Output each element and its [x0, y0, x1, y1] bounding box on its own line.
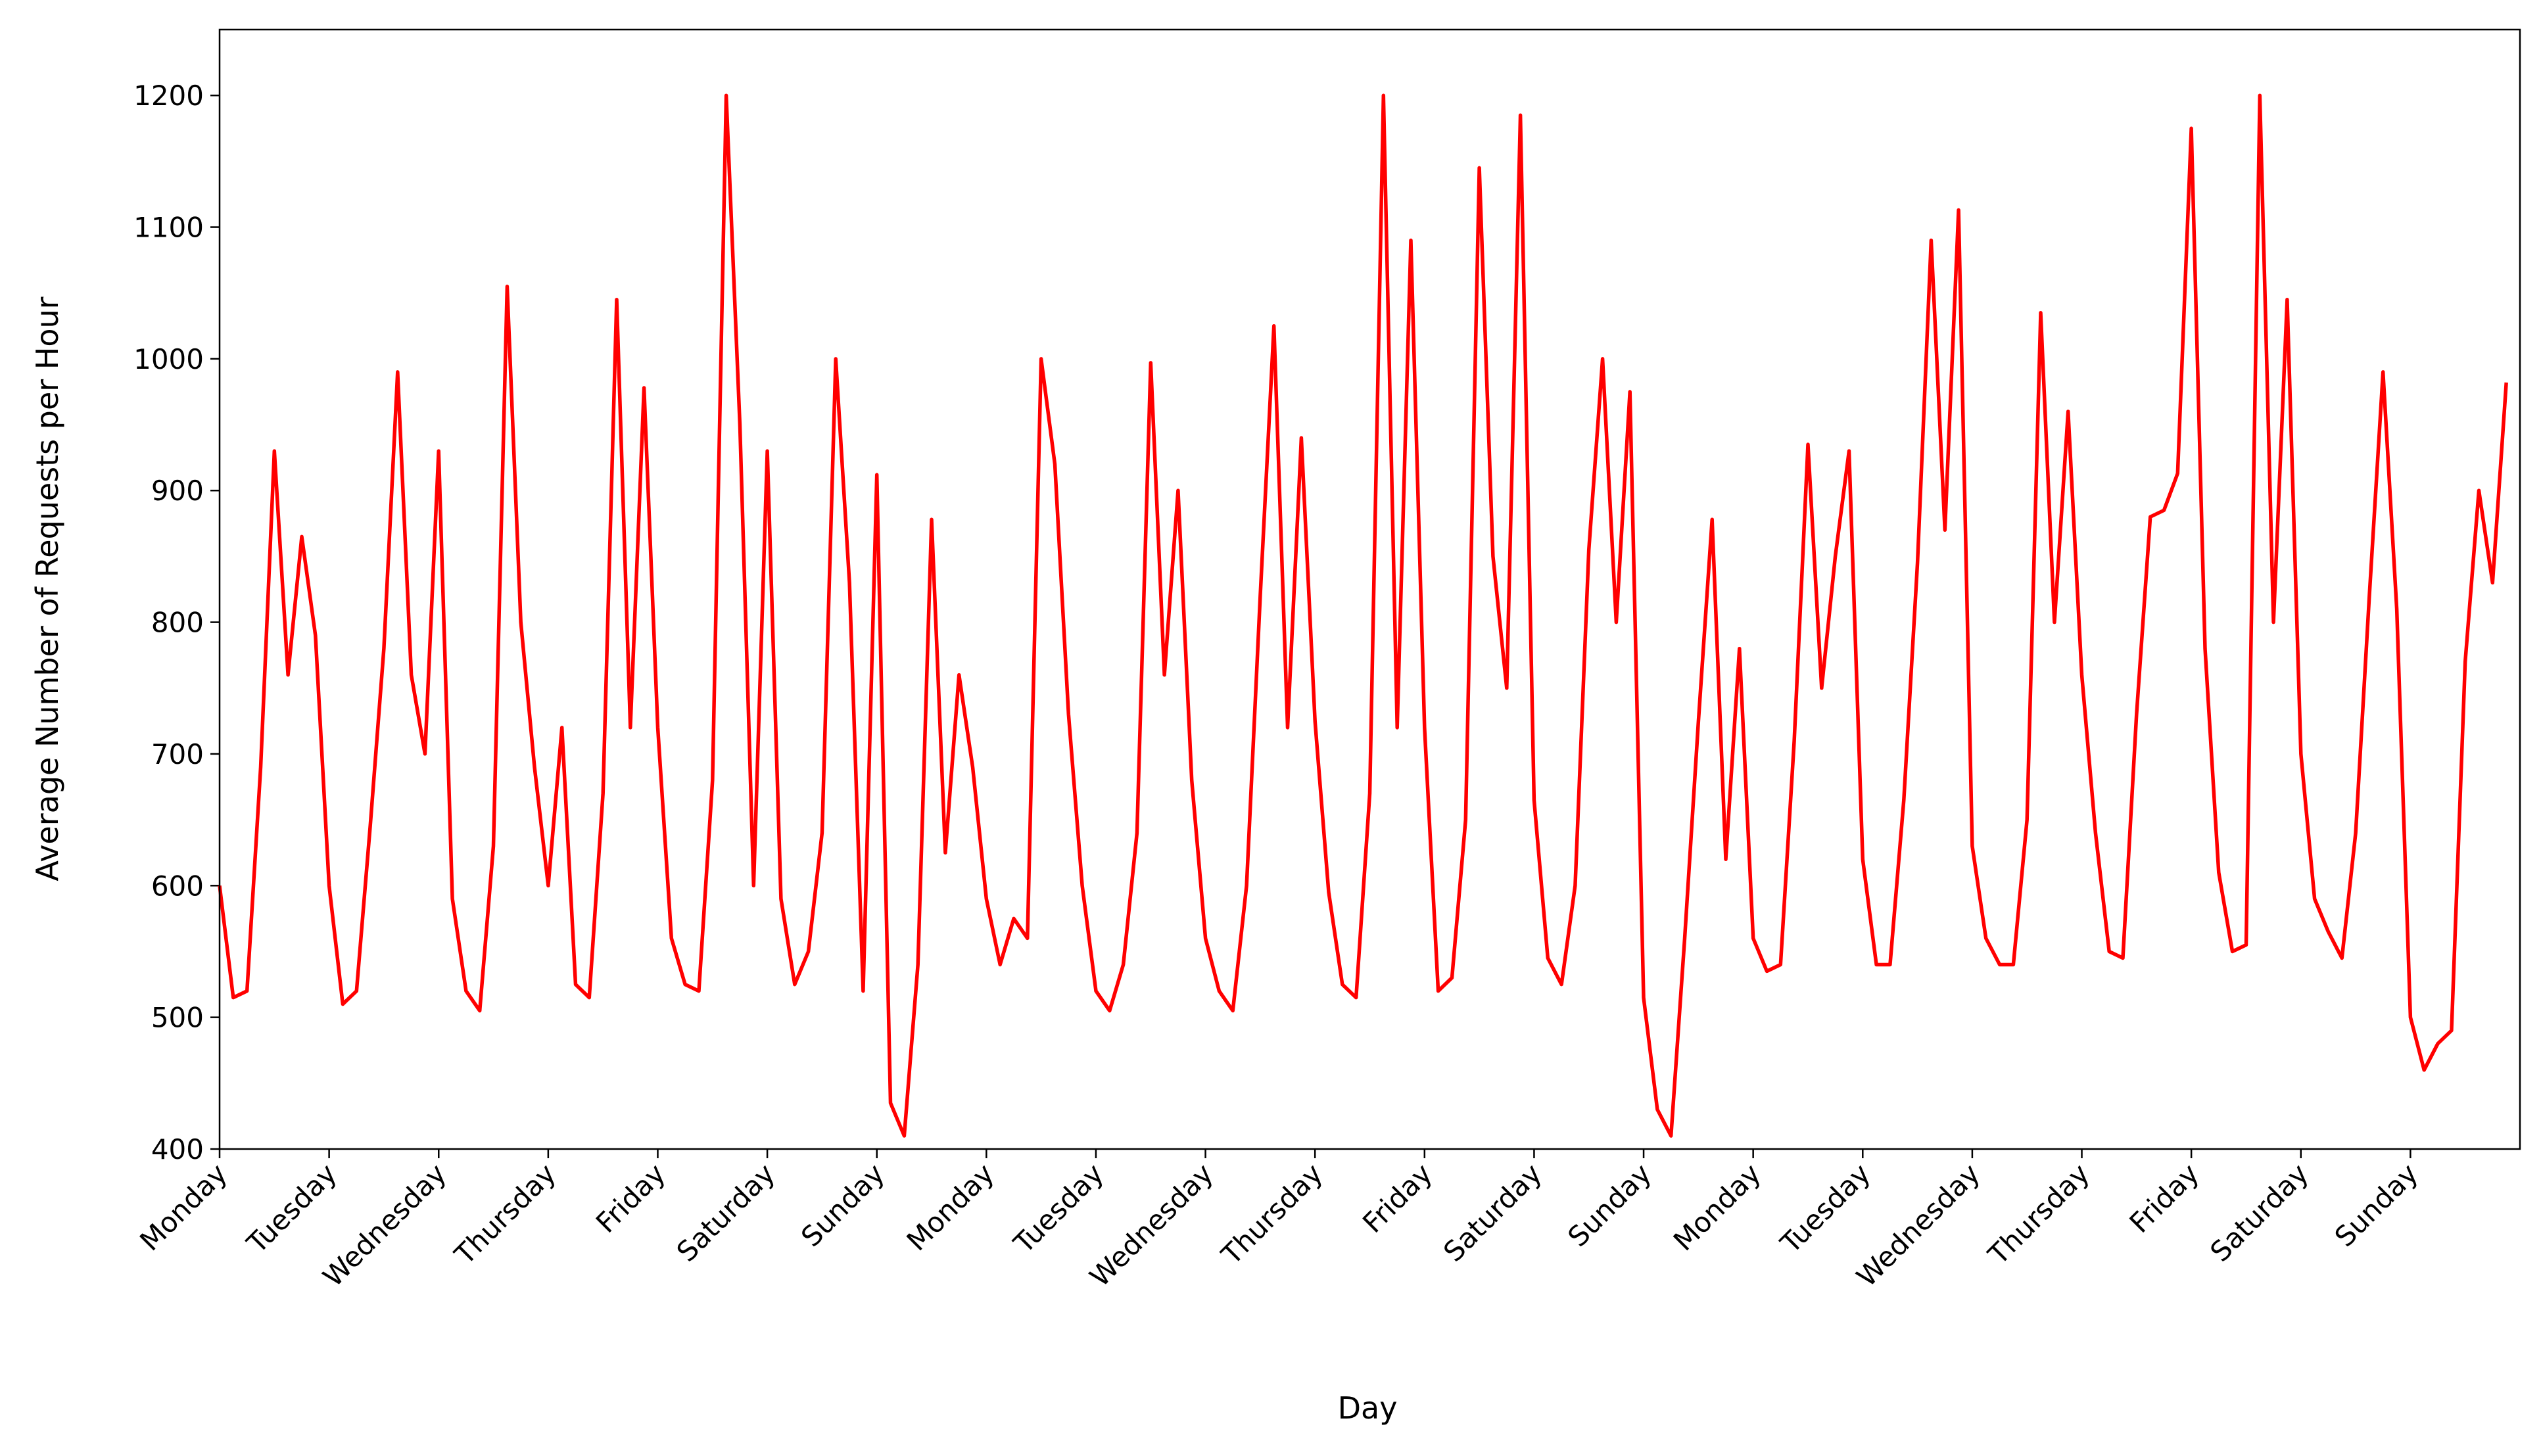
- y-tick-label: 800: [151, 607, 204, 639]
- y-tick-label: 700: [151, 738, 204, 770]
- x-tick-label: Friday: [1356, 1157, 1438, 1239]
- y-tick-label: 1100: [133, 212, 204, 244]
- y-tick-label: 600: [151, 870, 204, 902]
- y-tick-label: 400: [151, 1133, 204, 1165]
- x-tick-label: Friday: [2124, 1157, 2206, 1239]
- x-tick-label: Monday: [901, 1157, 1001, 1257]
- x-tick-label: Tuesday: [1007, 1157, 1110, 1259]
- x-tick-label: Tuesday: [241, 1157, 343, 1259]
- x-tick-label: Tuesday: [1774, 1157, 1876, 1259]
- y-tick-label: 1200: [133, 80, 204, 112]
- x-tick-label: Saturday: [671, 1157, 781, 1267]
- x-tick-label: Sunday: [795, 1157, 891, 1253]
- y-axis-label: Average Number of Requests per Hour: [30, 296, 65, 881]
- data-line: [218, 93, 2508, 1138]
- x-tick-label: Thursday: [1982, 1157, 2095, 1271]
- x-tick-label: Monday: [1667, 1157, 1767, 1257]
- x-tick-label: Sunday: [1561, 1157, 1657, 1253]
- x-tick-label: Thursday: [448, 1157, 561, 1271]
- x-tick-label: Sunday: [2329, 1157, 2425, 1253]
- x-tick-label: Saturday: [1437, 1157, 1548, 1267]
- y-tick-label: 900: [151, 475, 204, 507]
- y-tick-label: 500: [151, 1002, 204, 1034]
- plot-frame: [218, 28, 2521, 1150]
- x-axis-label: Day: [1338, 1390, 1398, 1426]
- y-tick-label: 1000: [133, 343, 204, 375]
- x-tick-label: Monday: [133, 1157, 233, 1257]
- x-tick-label: Thursday: [1215, 1157, 1329, 1271]
- x-tick-label: Saturday: [2204, 1157, 2314, 1267]
- x-tick-label: Friday: [590, 1157, 672, 1239]
